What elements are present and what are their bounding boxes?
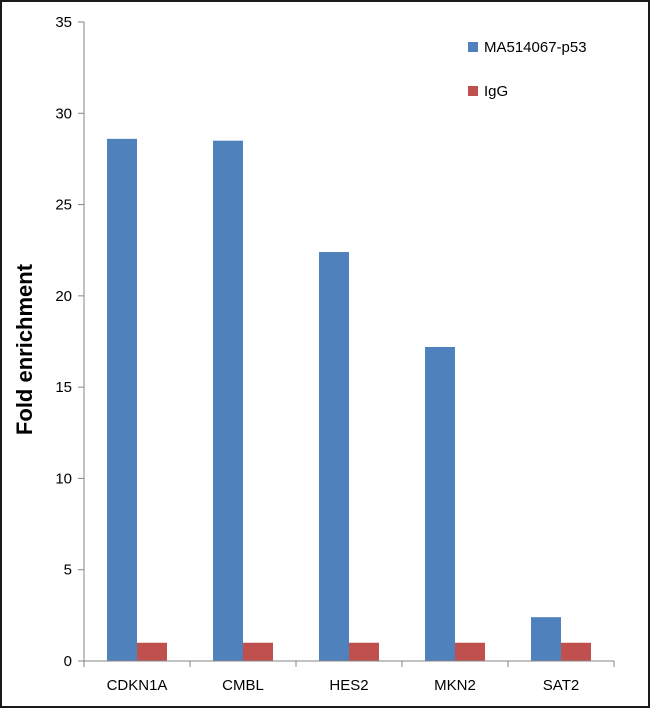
bars-group [107,138,591,662]
bar-p53-cmbl [213,140,243,661]
y-tick-label: 5 [64,562,72,579]
y-tick-label: 25 [55,197,72,214]
legend-label-igg: IgG [484,83,508,100]
x-tick-label-cmbl: CMBL [222,677,264,694]
bar-igg-sat2 [561,642,591,661]
x-tick-label-mkn2: MKN2 [434,677,476,694]
legend-swatch-igg [468,86,478,96]
y-tick-label: 15 [55,379,72,396]
x-ticks-group: CDKN1A CMBL HES2 MKN2 SAT2 [83,661,615,694]
y-tick-label: 10 [55,470,72,487]
x-tick-label-hes2: HES2 [329,677,368,694]
bar-p53-mkn2 [425,346,455,661]
y-axis-label: Fold enrichment [12,263,37,435]
legend-swatch-p53 [468,42,478,52]
x-tick-label-sat2: SAT2 [543,677,579,694]
bar-igg-mkn2 [455,642,485,661]
y-ticks-group: 0 5 10 15 20 25 30 35 [55,14,84,670]
y-tick-label: 0 [64,653,72,670]
legend-label-p53: MA514067-p53 [484,39,587,56]
y-tick-label: 35 [55,14,72,31]
y-tick-label: 30 [55,105,72,122]
bar-igg-cmbl [243,642,273,661]
bar-igg-hes2 [349,642,379,661]
y-tick-label: 20 [55,288,72,305]
x-tick-label-cdkn1a: CDKN1A [107,677,168,694]
bar-p53-sat2 [531,617,561,661]
bar-p53-cdkn1a [107,138,137,662]
bar-p53-hes2 [319,252,349,662]
legend: MA514067-p53 IgG [468,39,587,100]
bar-igg-cdkn1a [137,642,167,661]
